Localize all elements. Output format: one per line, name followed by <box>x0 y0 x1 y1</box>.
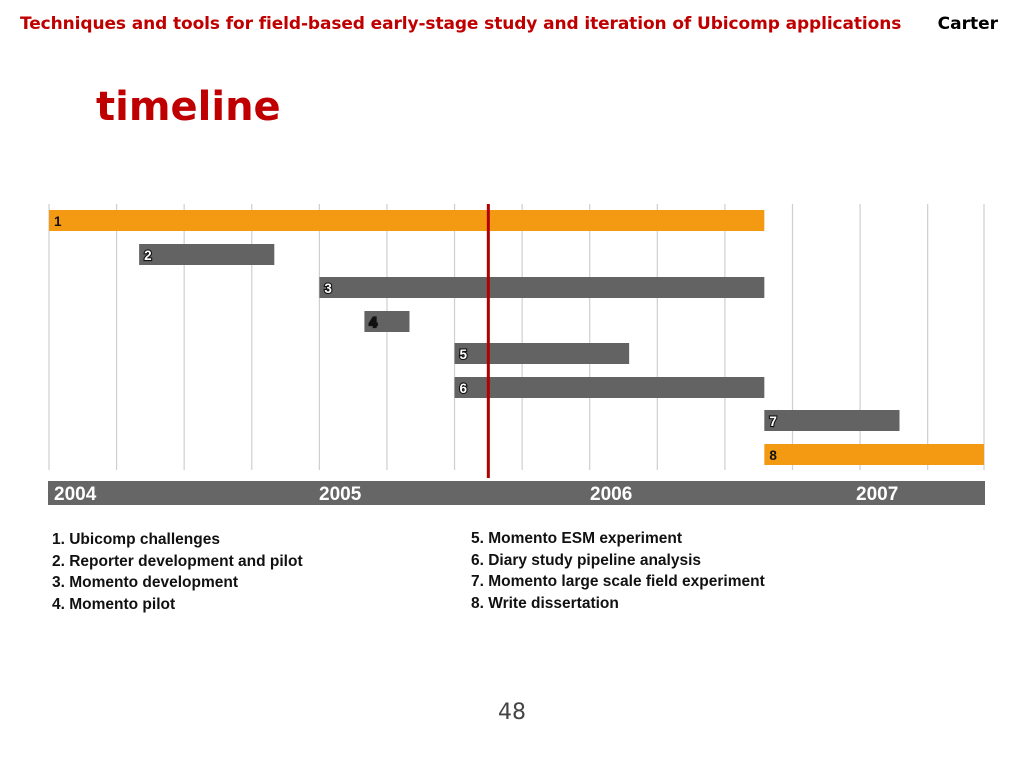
year-label-2007: 2007 <box>856 484 898 505</box>
legend-left-column: 1. Ubicomp challenges 2. Reporter develo… <box>52 529 303 615</box>
page-number: 48 <box>498 700 526 725</box>
task-bar-8 <box>764 444 984 465</box>
legend-item-4: 4. Momento pilot <box>52 595 176 613</box>
task-bar-label-2: 2 <box>144 248 152 263</box>
task-bar-1 <box>49 210 765 231</box>
task-bar-2 <box>139 244 275 265</box>
task-bar-4 <box>364 311 410 332</box>
task-bar-7 <box>764 410 900 431</box>
legend-right-column: 5. Momento ESM experiment 6. Diary study… <box>471 528 765 614</box>
year-label-2004: 2004 <box>54 484 97 505</box>
legend-item-7: 7. Momento large scale field experiment <box>471 573 765 590</box>
task-bar-3 <box>319 277 765 298</box>
task-bar-label-6: 6 <box>460 381 468 396</box>
task-bar-5 <box>454 343 630 364</box>
year-label-2006: 2006 <box>590 484 632 505</box>
author-name: Carter <box>937 14 998 34</box>
year-axis-bar <box>48 481 985 505</box>
year-label-2005: 2005 <box>319 484 362 505</box>
legend-item-8: 8. Write dissertation <box>471 594 619 612</box>
slide-title: timeline <box>96 84 281 130</box>
legend-item-3: 3. Momento development <box>52 574 239 591</box>
task-bar-label-8: 8 <box>769 448 777 463</box>
task-bar-6 <box>454 377 765 398</box>
legend-item-5: 5. Momento ESM experiment <box>471 530 683 547</box>
task-bar-label-5: 5 <box>460 347 468 362</box>
legend-item-1: 1. Ubicomp challenges <box>52 531 220 548</box>
presentation-title: Techniques and tools for field-based ear… <box>20 14 902 34</box>
timeline-gantt-chart: 1 2 3 4 5 6 7 8 2004 2005 2006 2007 <box>48 204 985 505</box>
task-bar-label-1: 1 <box>54 214 62 229</box>
legend-item-6: 6. Diary study pipeline analysis <box>471 551 702 569</box>
task-bar-label-7: 7 <box>769 414 777 429</box>
legend-item-2: 2. Reporter development and pilot <box>52 552 303 570</box>
task-bar-label-3: 3 <box>324 281 332 296</box>
task-bar-label-4: 4 <box>369 315 377 330</box>
